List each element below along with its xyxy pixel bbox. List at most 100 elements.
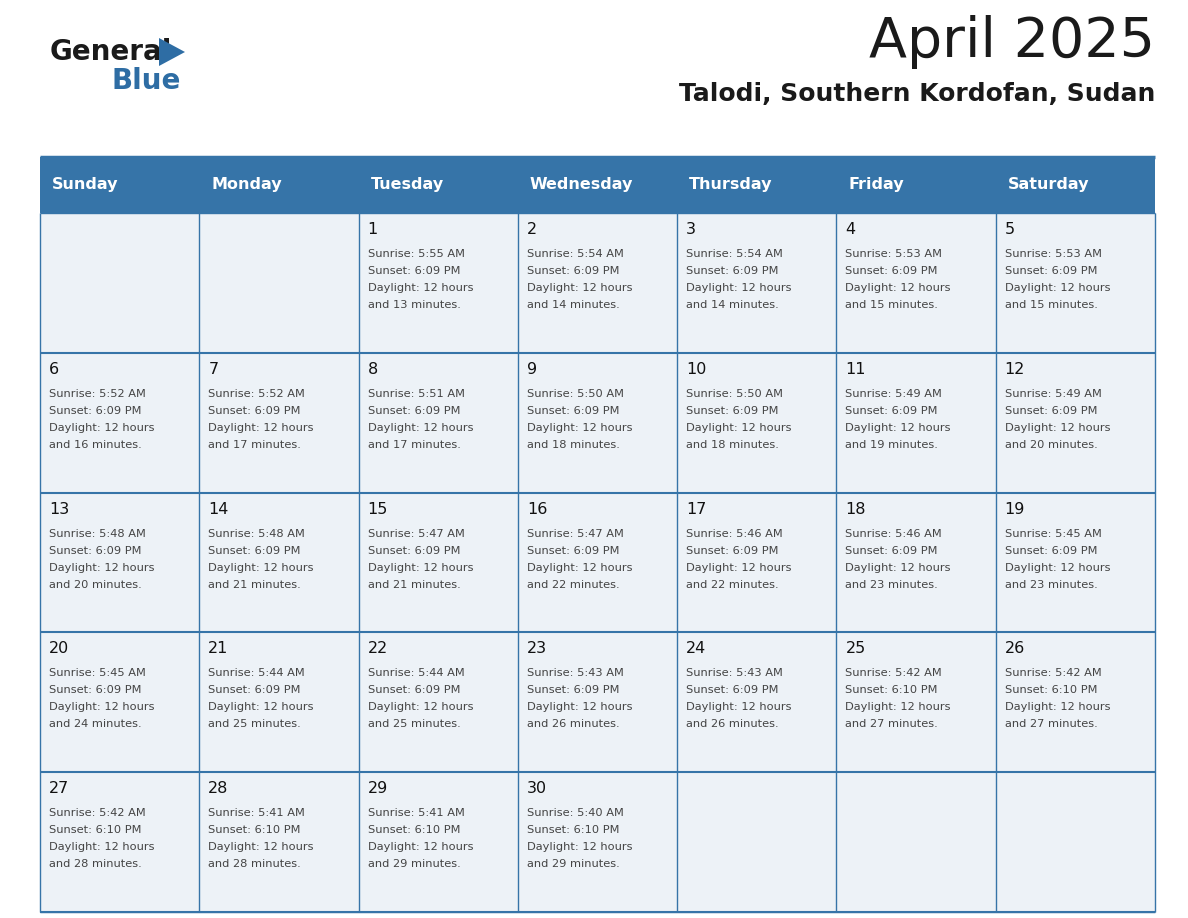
Text: Sunrise: 5:44 AM: Sunrise: 5:44 AM — [208, 668, 305, 678]
Text: and 14 minutes.: and 14 minutes. — [526, 300, 620, 310]
Text: and 29 minutes.: and 29 minutes. — [526, 859, 620, 869]
Text: Daylight: 12 hours: Daylight: 12 hours — [208, 423, 314, 432]
Text: Sunrise: 5:44 AM: Sunrise: 5:44 AM — [367, 668, 465, 678]
Text: and 17 minutes.: and 17 minutes. — [208, 440, 302, 450]
Text: and 23 minutes.: and 23 minutes. — [846, 579, 939, 589]
Text: Daylight: 12 hours: Daylight: 12 hours — [687, 283, 791, 293]
Text: Sunrise: 5:48 AM: Sunrise: 5:48 AM — [208, 529, 305, 539]
Text: Daylight: 12 hours: Daylight: 12 hours — [526, 702, 632, 712]
Text: 4: 4 — [846, 222, 855, 237]
Text: 16: 16 — [526, 501, 548, 517]
Text: Sunrise: 5:49 AM: Sunrise: 5:49 AM — [846, 389, 942, 398]
Text: Sunset: 6:10 PM: Sunset: 6:10 PM — [367, 825, 460, 835]
Text: Sunrise: 5:53 AM: Sunrise: 5:53 AM — [846, 249, 942, 259]
Text: Sunset: 6:09 PM: Sunset: 6:09 PM — [687, 406, 778, 416]
Text: Sunrise: 5:52 AM: Sunrise: 5:52 AM — [49, 389, 146, 398]
Text: 14: 14 — [208, 501, 228, 517]
Text: and 22 minutes.: and 22 minutes. — [526, 579, 619, 589]
Text: Sunrise: 5:54 AM: Sunrise: 5:54 AM — [687, 249, 783, 259]
Text: Sunrise: 5:40 AM: Sunrise: 5:40 AM — [526, 808, 624, 818]
Text: Daylight: 12 hours: Daylight: 12 hours — [367, 842, 473, 852]
Text: Sunset: 6:09 PM: Sunset: 6:09 PM — [1005, 545, 1098, 555]
Text: Daylight: 12 hours: Daylight: 12 hours — [687, 423, 791, 432]
Text: Sunrise: 5:53 AM: Sunrise: 5:53 AM — [1005, 249, 1101, 259]
Text: Sunset: 6:09 PM: Sunset: 6:09 PM — [526, 686, 619, 696]
Text: Daylight: 12 hours: Daylight: 12 hours — [49, 842, 154, 852]
Text: Sunset: 6:09 PM: Sunset: 6:09 PM — [687, 686, 778, 696]
Text: Sunset: 6:09 PM: Sunset: 6:09 PM — [367, 266, 460, 276]
Text: Daylight: 12 hours: Daylight: 12 hours — [367, 702, 473, 712]
Text: Sunset: 6:09 PM: Sunset: 6:09 PM — [687, 545, 778, 555]
Text: 19: 19 — [1005, 501, 1025, 517]
Text: 24: 24 — [687, 642, 707, 656]
Text: Thursday: Thursday — [689, 177, 772, 193]
Text: and 27 minutes.: and 27 minutes. — [1005, 720, 1098, 730]
Text: 25: 25 — [846, 642, 866, 656]
Text: 23: 23 — [526, 642, 546, 656]
Text: and 25 minutes.: and 25 minutes. — [367, 720, 460, 730]
Text: Daylight: 12 hours: Daylight: 12 hours — [846, 283, 950, 293]
Text: Sunrise: 5:41 AM: Sunrise: 5:41 AM — [208, 808, 305, 818]
Text: April 2025: April 2025 — [868, 15, 1155, 69]
Text: Sunset: 6:10 PM: Sunset: 6:10 PM — [526, 825, 619, 835]
Text: Sunset: 6:09 PM: Sunset: 6:09 PM — [49, 686, 141, 696]
Text: Daylight: 12 hours: Daylight: 12 hours — [1005, 283, 1111, 293]
Text: Daylight: 12 hours: Daylight: 12 hours — [49, 563, 154, 573]
Text: Sunset: 6:09 PM: Sunset: 6:09 PM — [526, 406, 619, 416]
Text: Talodi, Southern Kordofan, Sudan: Talodi, Southern Kordofan, Sudan — [678, 82, 1155, 106]
Text: Daylight: 12 hours: Daylight: 12 hours — [846, 702, 950, 712]
Text: 7: 7 — [208, 362, 219, 376]
Text: Sunset: 6:09 PM: Sunset: 6:09 PM — [846, 266, 939, 276]
Text: 5: 5 — [1005, 222, 1015, 237]
Text: Sunrise: 5:47 AM: Sunrise: 5:47 AM — [367, 529, 465, 539]
Text: Sunrise: 5:45 AM: Sunrise: 5:45 AM — [1005, 529, 1101, 539]
Text: and 18 minutes.: and 18 minutes. — [687, 440, 779, 450]
Text: Blue: Blue — [112, 67, 182, 95]
Text: and 20 minutes.: and 20 minutes. — [49, 579, 141, 589]
Text: Daylight: 12 hours: Daylight: 12 hours — [1005, 423, 1111, 432]
Text: Daylight: 12 hours: Daylight: 12 hours — [687, 702, 791, 712]
Text: Sunset: 6:09 PM: Sunset: 6:09 PM — [1005, 266, 1098, 276]
Text: and 24 minutes.: and 24 minutes. — [49, 720, 141, 730]
Text: Sunset: 6:09 PM: Sunset: 6:09 PM — [687, 266, 778, 276]
Text: and 21 minutes.: and 21 minutes. — [367, 579, 460, 589]
Text: and 23 minutes.: and 23 minutes. — [1005, 579, 1098, 589]
Text: and 17 minutes.: and 17 minutes. — [367, 440, 461, 450]
Text: 2: 2 — [526, 222, 537, 237]
Text: Wednesday: Wednesday — [530, 177, 633, 193]
Text: Sunrise: 5:50 AM: Sunrise: 5:50 AM — [687, 389, 783, 398]
Text: and 15 minutes.: and 15 minutes. — [1005, 300, 1098, 310]
Text: Sunrise: 5:55 AM: Sunrise: 5:55 AM — [367, 249, 465, 259]
Text: and 27 minutes.: and 27 minutes. — [846, 720, 939, 730]
Text: and 13 minutes.: and 13 minutes. — [367, 300, 461, 310]
Text: and 19 minutes.: and 19 minutes. — [846, 440, 939, 450]
Text: and 25 minutes.: and 25 minutes. — [208, 720, 301, 730]
Text: Sunset: 6:09 PM: Sunset: 6:09 PM — [208, 686, 301, 696]
Text: 27: 27 — [49, 781, 69, 796]
Text: 10: 10 — [687, 362, 707, 376]
Text: 30: 30 — [526, 781, 546, 796]
Text: Sunrise: 5:46 AM: Sunrise: 5:46 AM — [846, 529, 942, 539]
Text: 21: 21 — [208, 642, 228, 656]
Text: 11: 11 — [846, 362, 866, 376]
Text: Friday: Friday — [848, 177, 904, 193]
Text: 18: 18 — [846, 501, 866, 517]
Text: Sunrise: 5:52 AM: Sunrise: 5:52 AM — [208, 389, 305, 398]
Text: Daylight: 12 hours: Daylight: 12 hours — [846, 563, 950, 573]
Text: Sunset: 6:09 PM: Sunset: 6:09 PM — [49, 406, 141, 416]
Text: and 15 minutes.: and 15 minutes. — [846, 300, 939, 310]
Text: Daylight: 12 hours: Daylight: 12 hours — [208, 842, 314, 852]
Text: 8: 8 — [367, 362, 378, 376]
Text: and 22 minutes.: and 22 minutes. — [687, 579, 779, 589]
Text: Daylight: 12 hours: Daylight: 12 hours — [846, 423, 950, 432]
Text: Sunrise: 5:50 AM: Sunrise: 5:50 AM — [526, 389, 624, 398]
Text: Sunrise: 5:48 AM: Sunrise: 5:48 AM — [49, 529, 146, 539]
Text: Daylight: 12 hours: Daylight: 12 hours — [526, 842, 632, 852]
Text: Sunset: 6:10 PM: Sunset: 6:10 PM — [49, 825, 141, 835]
Text: 3: 3 — [687, 222, 696, 237]
Text: Sunrise: 5:42 AM: Sunrise: 5:42 AM — [846, 668, 942, 678]
Text: Sunset: 6:10 PM: Sunset: 6:10 PM — [1005, 686, 1098, 696]
Text: 17: 17 — [687, 501, 707, 517]
Text: Tuesday: Tuesday — [371, 177, 443, 193]
Text: 9: 9 — [526, 362, 537, 376]
